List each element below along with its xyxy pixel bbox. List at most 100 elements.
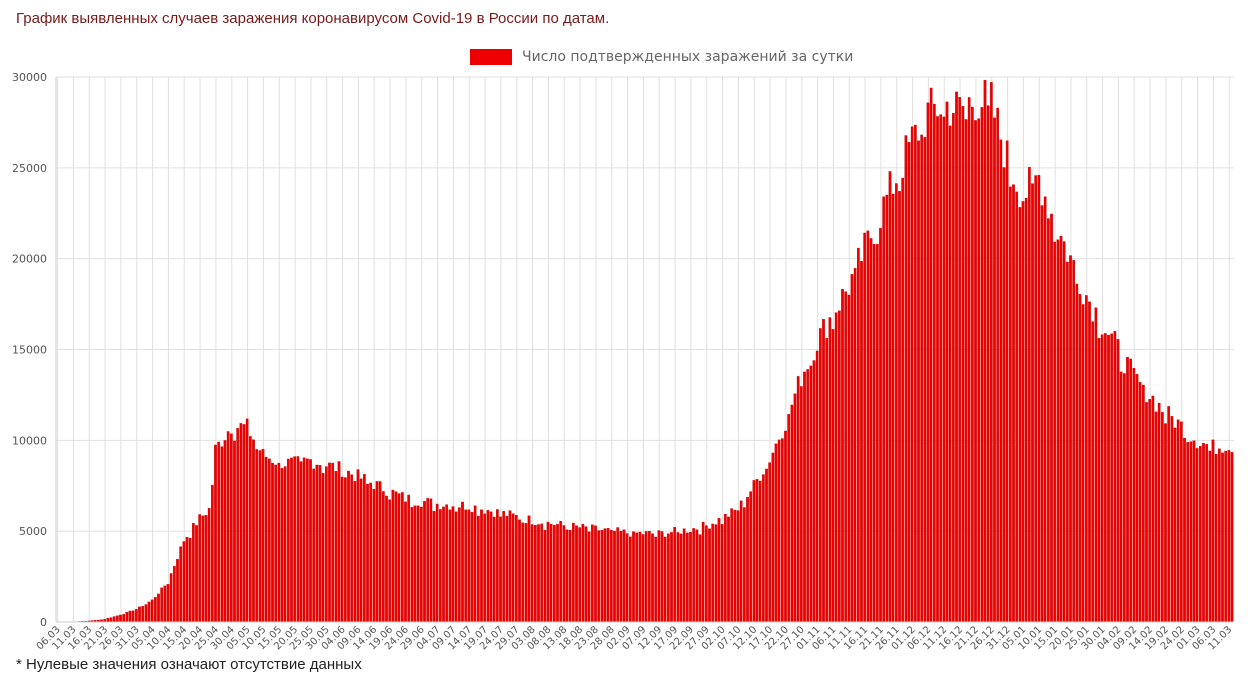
bar[interactable] [1167,406,1171,623]
bar[interactable] [179,546,183,623]
bar[interactable] [717,518,721,623]
bar[interactable] [511,513,515,623]
bar[interactable] [543,529,547,623]
bar[interactable] [746,497,749,623]
bar[interactable] [147,601,151,623]
bar[interactable] [420,506,423,623]
bar[interactable] [860,260,863,623]
bar[interactable] [328,462,331,623]
bar[interactable] [116,615,119,623]
bar[interactable] [660,531,664,623]
bar[interactable] [847,294,851,623]
bar[interactable] [914,124,917,623]
bar[interactable] [882,196,886,623]
bar[interactable] [131,610,135,623]
bar[interactable] [667,533,670,623]
bar[interactable] [1211,439,1215,623]
bar[interactable] [774,443,778,623]
bar[interactable] [287,458,290,623]
bar[interactable] [315,464,319,623]
bar[interactable] [426,498,430,623]
bar[interactable] [1081,304,1085,623]
bar[interactable] [1050,213,1053,623]
bar[interactable] [857,247,860,623]
bar[interactable] [562,525,566,623]
bar[interactable] [296,456,300,623]
bar[interactable] [999,139,1003,623]
bar[interactable] [274,464,278,623]
bar[interactable] [762,474,765,623]
bar[interactable] [141,606,145,623]
bar[interactable] [689,531,692,623]
bar[interactable] [1040,205,1044,623]
bar[interactable] [144,604,148,623]
bar[interactable] [1091,321,1095,623]
bar[interactable] [464,509,468,623]
bar[interactable] [711,523,715,623]
bar[interactable] [584,526,588,623]
bar[interactable] [1186,442,1190,623]
bar[interactable] [1192,440,1196,623]
bar[interactable] [1021,201,1025,623]
bar[interactable] [236,428,240,623]
bar[interactable] [844,291,848,623]
bar[interactable] [768,462,772,623]
bar[interactable] [223,440,227,623]
bar[interactable] [686,532,689,623]
bar[interactable] [1034,175,1038,623]
bar[interactable] [429,498,433,623]
bar[interactable] [736,510,740,623]
bar[interactable] [967,97,971,623]
bar[interactable] [347,470,350,623]
bar[interactable] [258,450,262,623]
bar[interactable] [806,369,810,623]
bar[interactable] [594,525,597,623]
bar[interactable] [204,515,208,623]
bar[interactable] [701,521,705,623]
bar[interactable] [822,319,825,623]
bar[interactable] [540,523,544,623]
bar[interactable] [1072,260,1076,623]
bar[interactable] [1053,241,1057,623]
bar[interactable] [771,452,775,623]
bar[interactable] [635,532,639,623]
bar[interactable] [1107,334,1110,623]
bar[interactable] [125,611,129,623]
bar[interactable] [891,193,895,623]
bar[interactable] [638,531,642,623]
bar[interactable] [515,515,518,623]
bar[interactable] [853,268,857,623]
bar[interactable] [182,541,186,623]
bar[interactable] [385,495,388,623]
bar[interactable] [483,513,487,623]
bar[interactable] [553,525,556,623]
bar[interactable] [625,533,629,623]
bar[interactable] [217,441,221,623]
bar[interactable] [1189,441,1193,623]
bar[interactable] [1135,374,1139,623]
bar[interactable] [819,328,822,623]
bar[interactable] [492,516,496,623]
bar[interactable] [309,459,312,623]
bar[interactable] [793,393,797,623]
bar[interactable] [1208,450,1212,623]
bar[interactable] [825,337,829,623]
bar[interactable] [255,449,259,623]
bar[interactable] [448,509,452,623]
bar[interactable] [898,191,901,623]
bar[interactable] [800,386,803,623]
bar[interactable] [280,468,284,623]
bar[interactable] [299,461,303,623]
bar[interactable] [708,528,711,623]
bar[interactable] [499,516,502,623]
bar[interactable] [803,371,806,623]
bar[interactable] [356,469,360,623]
bar[interactable] [505,516,509,623]
bar[interactable] [879,228,882,623]
bar[interactable] [714,524,718,623]
bar[interactable] [1088,301,1091,623]
bar[interactable] [321,473,325,623]
bar[interactable] [214,444,217,623]
bar[interactable] [863,232,867,623]
bar[interactable] [546,521,550,623]
